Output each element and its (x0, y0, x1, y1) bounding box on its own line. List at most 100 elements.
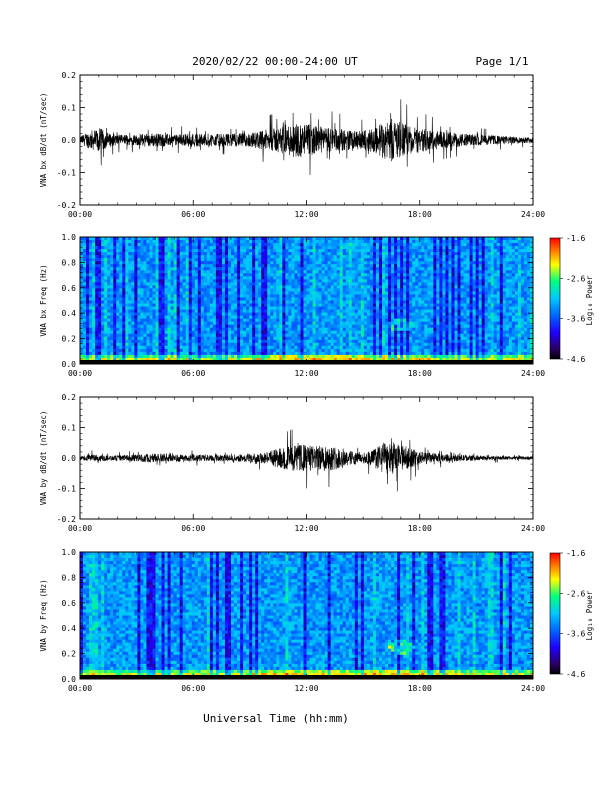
heat-cell (149, 276, 153, 280)
heat-cell (104, 294, 108, 298)
heat-cell (448, 276, 452, 280)
heat-cell (511, 309, 516, 313)
heat-cell (436, 303, 440, 307)
heat-cell (394, 270, 398, 274)
heat-cell (143, 261, 147, 265)
heat-cell (131, 306, 135, 310)
heat-cell (457, 312, 461, 317)
heat-cell (514, 300, 519, 304)
heat-cell (439, 315, 443, 320)
heat-cell (134, 273, 138, 277)
heat-cell (400, 237, 404, 241)
heat-cell (448, 330, 452, 335)
heat-cell (240, 303, 244, 307)
heat-cell (249, 333, 253, 338)
heat-cell (460, 312, 464, 317)
heat-cell (372, 297, 377, 301)
heat-cell (176, 309, 181, 313)
heat-cell (487, 255, 492, 259)
heat-cell (149, 249, 153, 253)
heat-cell (149, 330, 153, 335)
heat-cell (188, 297, 193, 301)
heat-cell (249, 267, 253, 271)
heat-cell (218, 240, 223, 244)
heat-cell (454, 273, 458, 277)
heat-cell (110, 249, 114, 253)
heat-cell (267, 291, 271, 295)
heat-cell (427, 321, 431, 326)
heat-cell (297, 297, 301, 301)
heat-cell (101, 297, 105, 301)
heat-cell (119, 303, 123, 307)
heat-cell (324, 255, 329, 259)
heat-cell (237, 285, 241, 289)
heat-cell (155, 270, 159, 274)
heat-cell (391, 291, 395, 295)
heat-cell (348, 255, 353, 259)
heat-cell (478, 291, 483, 295)
heat-cell (333, 252, 338, 256)
heat-cell (336, 255, 341, 259)
heat-cell (339, 297, 344, 301)
heat-cell (351, 267, 356, 271)
heat-cell (415, 300, 419, 304)
heat-cell (378, 267, 383, 271)
heat-cell (306, 258, 310, 262)
heat-cell (499, 324, 504, 329)
heat-cell (98, 264, 102, 268)
heat-cell (487, 327, 492, 332)
heat-cell (463, 279, 467, 283)
heat-cell (391, 258, 395, 262)
heat-cell (89, 258, 93, 262)
heat-cell (457, 297, 461, 301)
heat-cell (523, 324, 528, 329)
heat-cell (158, 282, 162, 286)
heat-cell (493, 315, 498, 320)
heat-cell (240, 294, 244, 298)
heat-cell (297, 258, 301, 262)
heat-cell (288, 243, 292, 247)
heat-cell (252, 321, 256, 326)
heat-cell (86, 276, 90, 280)
heat-cell (297, 288, 301, 292)
heat-cell (288, 252, 292, 256)
heat-cell (460, 240, 464, 244)
heat-cell (86, 291, 90, 295)
heat-cell (119, 267, 123, 271)
heat-cell (185, 327, 190, 332)
heat-cell (424, 324, 428, 329)
heat-cell (249, 252, 253, 256)
heat-cell (430, 318, 434, 323)
heat-cell (270, 267, 274, 271)
heat-cell (231, 318, 235, 323)
heat-cell (185, 240, 190, 244)
heat-cell (170, 312, 175, 317)
heat-cell (252, 246, 256, 250)
heat-cell (98, 270, 102, 274)
heat-cell (363, 240, 368, 244)
heat-cell (291, 315, 295, 320)
heat-cell (385, 297, 389, 301)
heat-cell (291, 285, 295, 289)
heat-cell (523, 255, 528, 259)
heat-cell (363, 330, 368, 335)
heat-cell (92, 318, 96, 323)
heat-cell (234, 264, 238, 268)
heat-cell (406, 267, 410, 271)
heat-cell (454, 309, 458, 313)
heat-cell (336, 303, 341, 307)
heat-cell (487, 285, 492, 289)
heat-cell (221, 282, 226, 286)
heat-cell (261, 282, 265, 286)
heat-cell (415, 297, 419, 301)
heat-cell (487, 324, 492, 329)
heat-cell (276, 282, 280, 286)
heat-cell (125, 267, 129, 271)
chart-title: 2020/02/22 00:00-24:00 UT (192, 55, 358, 68)
heat-cell (397, 252, 401, 256)
heat-cell (366, 327, 371, 332)
heat-cell (327, 276, 332, 280)
heat-cell (484, 279, 489, 283)
heat-cell (315, 279, 319, 283)
heat-cell (342, 300, 347, 304)
